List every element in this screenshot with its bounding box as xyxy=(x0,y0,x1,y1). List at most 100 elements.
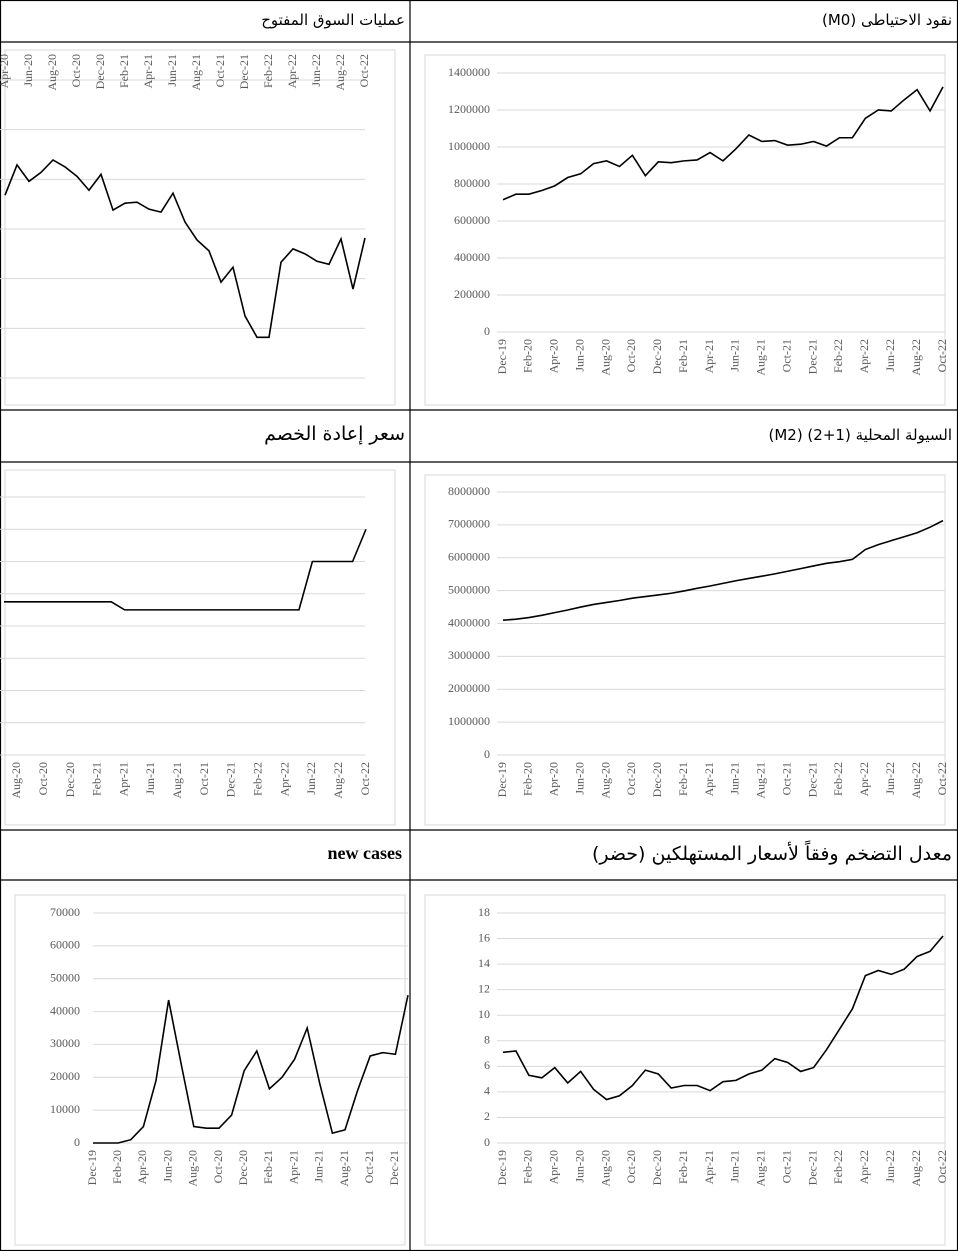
x-tick-label: Aug-21 xyxy=(189,54,203,91)
chart-frame xyxy=(14,894,406,1246)
data-line xyxy=(502,935,944,1101)
y-tick-label: 0 xyxy=(74,1135,80,1149)
x-tick-label: Dec-20 xyxy=(650,339,664,374)
y-tick-label: 800000 xyxy=(454,176,490,190)
panel-header: سعر إعادة الخصم xyxy=(264,422,405,445)
x-tick-label: Oct-22 xyxy=(357,54,371,87)
y-tick-label: 60000 xyxy=(50,938,80,952)
x-tick-label: Jun-21 xyxy=(312,1150,326,1183)
x-tick-label: Jun-21 xyxy=(165,54,179,87)
x-tick-label: Apr-22 xyxy=(857,1150,871,1184)
x-tick-label: Oct-21 xyxy=(362,1150,376,1183)
y-tick-label: 8 xyxy=(484,1033,490,1047)
x-tick-label: Feb-21 xyxy=(90,762,104,796)
chart-panel: Apr-20 Jun-20 Aug-20 Oct-20 Dec-20 Feb-21 Apr-… xyxy=(0,49,396,406)
x-tick-label: Oct-21 xyxy=(197,762,211,795)
panel-header: السيولة المحلية (1+2) (M2) xyxy=(768,425,952,444)
x-tick-label: Apr-22 xyxy=(277,762,291,796)
x-tick-label: Aug-22 xyxy=(909,1150,923,1187)
x-tick-label: Aug-21 xyxy=(170,762,184,799)
x-tick-label: Apr-20 xyxy=(547,1150,561,1184)
y-tick-label: 5000000 xyxy=(448,582,490,596)
x-tick-label: Dec-19 xyxy=(495,1150,509,1185)
x-tick-label: Jun-21 xyxy=(143,762,157,795)
panel-header: معدل التضخم وفقاً لأسعار المستهلكين (حضر… xyxy=(591,842,952,865)
x-tick-label: Dec-21 xyxy=(805,339,819,374)
x-tick-label: Aug-20 xyxy=(9,762,23,799)
x-tick-label: Apr-22 xyxy=(857,339,871,373)
x-tick-label: Feb-22 xyxy=(250,762,264,796)
x-tick-label: Apr-22 xyxy=(857,762,871,796)
y-tick-label: 6000000 xyxy=(448,550,490,564)
x-tick-label: Feb-20 xyxy=(521,1150,535,1184)
y-tick-label: 50000 xyxy=(50,970,80,984)
x-tick-label: Oct-21 xyxy=(213,54,227,87)
x-tick-label: Oct-20 xyxy=(36,762,50,795)
x-tick-label: Jun-22 xyxy=(304,762,318,795)
x-tick-label: Apr-21 xyxy=(286,1150,300,1184)
chart-panel: Aug-20 Oct-20 Dec-20 Feb-21 Apr-21 Jun-21 Aug-… xyxy=(0,469,396,826)
y-tick-label: 16 xyxy=(478,930,490,944)
x-tick-label: Apr-20 xyxy=(547,762,561,796)
x-tick-label: Aug-20 xyxy=(598,1150,612,1187)
x-tick-label: Feb-22 xyxy=(831,762,845,796)
y-tick-label: 40000 xyxy=(50,1003,80,1017)
x-tick-label: Dec-20 xyxy=(93,54,107,89)
chart-frame xyxy=(4,49,396,406)
y-tick-label: 7000000 xyxy=(448,517,490,531)
x-tick-label: Aug-21 xyxy=(754,1150,768,1187)
y-tick-label: 14 xyxy=(478,956,490,970)
x-tick-label: Feb-21 xyxy=(261,1150,275,1184)
x-tick-label: Oct-20 xyxy=(69,54,83,87)
y-tick-label: 70000 xyxy=(50,905,80,919)
x-tick-label: Dec-19 xyxy=(85,1150,99,1185)
x-tick-label: Apr-20 xyxy=(547,339,561,373)
x-tick-label: Feb-20 xyxy=(110,1150,124,1184)
x-tick-label: Oct-20 xyxy=(624,339,638,372)
panel-header: نقود الاحتياطى (M0) xyxy=(822,10,952,29)
x-tick-label: Oct-20 xyxy=(624,762,638,795)
x-tick-label: Apr-21 xyxy=(141,54,155,88)
chart-frame xyxy=(424,474,946,826)
y-tick-label: 30000 xyxy=(50,1036,80,1050)
chart-frame xyxy=(424,54,946,406)
x-tick-label: Jun-21 xyxy=(728,1150,742,1183)
x-tick-label: Dec-21 xyxy=(237,54,251,89)
chart-panel: 0 10000 20000 30000 40000 50000 60000 70000 Dec-… xyxy=(14,894,409,1246)
x-tick-label: Jun-22 xyxy=(883,1150,897,1183)
x-tick-label: Dec-20 xyxy=(236,1150,250,1185)
x-tick-label: Aug-22 xyxy=(331,762,345,799)
x-tick-label: Dec-19 xyxy=(495,339,509,374)
x-tick-label: Oct-20 xyxy=(211,1150,225,1183)
x-tick-label: Feb-20 xyxy=(521,339,535,373)
x-tick-label: Jun-21 xyxy=(728,762,742,795)
x-tick-label: Apr-21 xyxy=(702,1150,716,1184)
data-line xyxy=(4,528,367,611)
x-tick-label: Feb-22 xyxy=(831,339,845,373)
x-tick-label: Dec-21 xyxy=(805,1150,819,1185)
x-tick-label: Oct-20 xyxy=(624,1150,638,1183)
x-tick-label: Dec-21 xyxy=(224,762,238,797)
x-tick-label: Apr-22 xyxy=(285,54,299,88)
x-tick-label: Aug-20 xyxy=(186,1150,200,1187)
x-tick-label: Dec-20 xyxy=(650,1150,664,1185)
data-line xyxy=(502,86,944,201)
y-tick-label: 0 xyxy=(484,747,490,761)
x-tick-label: Aug-20 xyxy=(45,54,59,91)
y-tick-label: 1000000 xyxy=(448,139,490,153)
y-tick-label: 2000000 xyxy=(448,681,490,695)
x-tick-label: Apr-20 xyxy=(0,54,11,88)
y-tick-label: 1400000 xyxy=(448,65,490,79)
x-tick-label: Dec-21 xyxy=(805,762,819,797)
x-tick-label: Oct-22 xyxy=(935,1150,949,1183)
x-tick-label: Jun-21 xyxy=(728,339,742,372)
y-tick-label: 1000000 xyxy=(448,714,490,728)
chart-panel: 0 200000 400000 600000 800000 1000000 1200000 1… xyxy=(424,54,949,406)
x-tick-label: Feb-21 xyxy=(676,762,690,796)
x-tick-label: Jun-20 xyxy=(572,1150,586,1183)
x-tick-label: Oct-22 xyxy=(935,762,949,795)
x-tick-label: Jun-20 xyxy=(21,54,35,87)
x-tick-label: Aug-22 xyxy=(909,339,923,376)
data-line xyxy=(502,519,944,622)
y-tick-label: 6 xyxy=(484,1058,490,1072)
